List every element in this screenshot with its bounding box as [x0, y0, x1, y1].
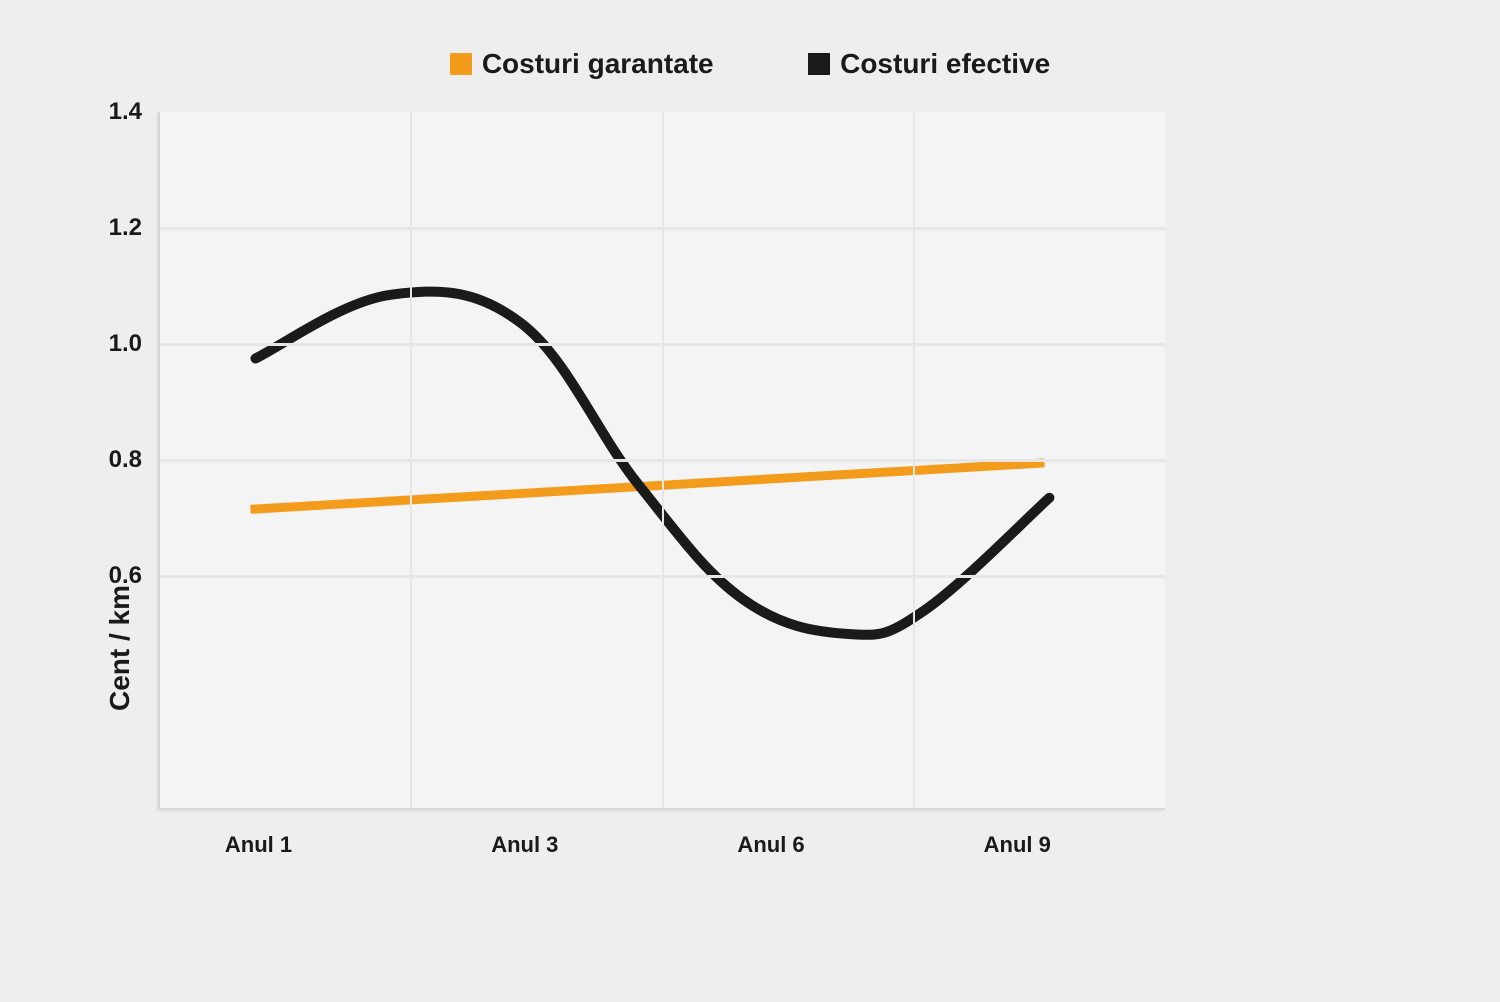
gridline-v: [913, 112, 915, 808]
chart-plot-area: [158, 112, 1165, 810]
legend-label-garantate: Costuri garantate: [482, 48, 714, 80]
y-tick-label: 1.2: [98, 214, 142, 242]
y-tick-label: 0.6: [98, 562, 142, 590]
x-tick-label: Anul 1: [225, 832, 292, 858]
x-tick-label: Anul 6: [737, 832, 804, 858]
y-axis-title: Cent / km: [104, 585, 136, 711]
chart-legend: Costuri garantate Costuri efective: [0, 48, 1500, 80]
legend-swatch-efective: [808, 53, 830, 75]
legend-item-efective: Costuri efective: [808, 48, 1050, 80]
y-tick-label: 1.0: [98, 330, 142, 358]
y-tick-label: 0.8: [98, 446, 142, 474]
gridline-v: [410, 112, 412, 808]
legend-item-garantate: Costuri garantate: [450, 48, 714, 80]
legend-label-efective: Costuri efective: [840, 48, 1050, 80]
gridline-v: [662, 112, 664, 808]
x-tick-label: Anul 9: [984, 832, 1051, 858]
x-tick-label: Anul 3: [491, 832, 558, 858]
y-tick-label: 1.4: [98, 98, 142, 126]
legend-swatch-garantate: [450, 53, 472, 75]
